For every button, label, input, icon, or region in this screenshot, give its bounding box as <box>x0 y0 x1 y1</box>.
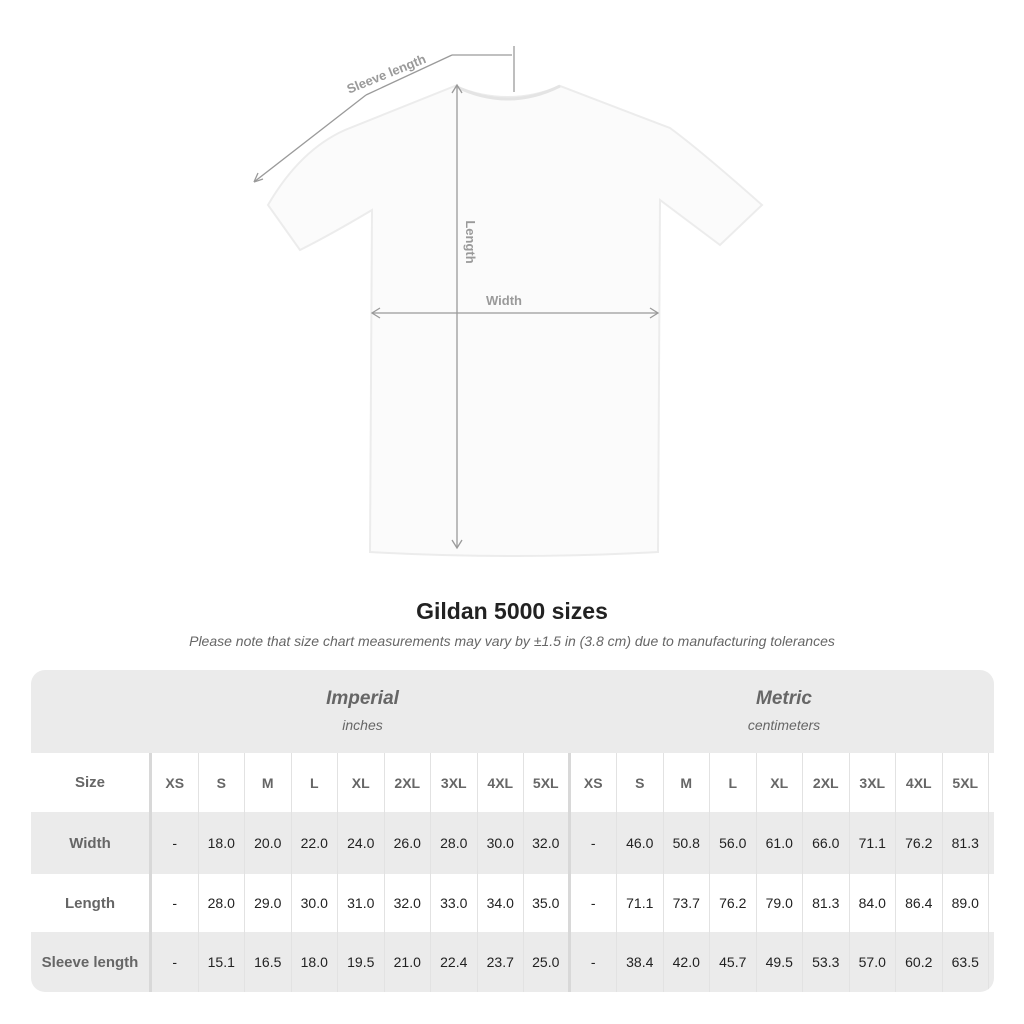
imperial-value-cell: 30.0 <box>478 812 524 874</box>
metric-value-cell: 89.0 <box>943 874 989 932</box>
imperial-value-cell: 16.5 <box>245 932 292 992</box>
imperial-heading: Imperial <box>326 688 399 709</box>
imperial-value-cell: 22.0 <box>292 812 338 874</box>
imperial-value-cell: 31.0 <box>338 874 385 932</box>
metric-value-cell: 63.5 <box>943 932 989 992</box>
table-row: Length -28.0 29.0 30.0 31.0 32.0 33.0 34.0 35.0-… <box>31 874 994 932</box>
size-header-metric: 5XL <box>943 753 989 812</box>
size-header-imperial: S <box>199 753 245 812</box>
tshirt-diagram: Sleeve length Length Width <box>253 46 764 557</box>
size-header-metric: 3XL <box>850 753 896 812</box>
size-header-metric: S <box>617 753 664 812</box>
metric-value-cell: 66.0 <box>803 812 850 874</box>
metric-value-cell: 49.5 <box>757 932 803 992</box>
metric-value-cell: 86.4 <box>896 874 943 932</box>
imperial-value-cell: 19.5 <box>338 932 385 992</box>
metric-value-cell: 81.3 <box>803 874 850 932</box>
imperial-value-cell: - <box>152 812 199 874</box>
size-header-metric: L <box>710 753 757 812</box>
metric-value-cell: 81.3 <box>943 812 989 874</box>
row-label: Sleeve length <box>31 932 152 992</box>
imperial-value-cell: 18.0 <box>292 932 338 992</box>
imperial-value-cell: 20.0 <box>245 812 292 874</box>
metric-group-header: Metric centimeters <box>574 688 994 733</box>
page-title: Gildan 5000 sizes <box>416 598 608 624</box>
metric-value-cell: - <box>571 812 617 874</box>
size-header-label: Size <box>31 753 152 812</box>
imperial-value-cell: 32.0 <box>524 812 571 874</box>
metric-value-cell: 53.3 <box>803 932 850 992</box>
imperial-value-cell: 32.0 <box>385 874 431 932</box>
size-header-imperial: 5XL <box>524 753 571 812</box>
sleeve-length-label: Sleeve length <box>345 51 428 96</box>
imperial-value-cell: 29.0 <box>245 874 292 932</box>
metric-value-cell: 38.4 <box>617 932 664 992</box>
metric-value-cell: - <box>571 874 617 932</box>
metric-value-cell: - <box>571 932 617 992</box>
metric-value-cell: 46.0 <box>617 812 664 874</box>
size-header-metric: 2XL <box>803 753 850 812</box>
imperial-unit: inches <box>342 717 383 733</box>
metric-value-cell: 60.2 <box>896 932 943 992</box>
metric-value-cell: 50.8 <box>664 812 710 874</box>
size-header-imperial: M <box>245 753 292 812</box>
size-header-metric: XL <box>757 753 803 812</box>
row-label: Width <box>31 812 152 874</box>
sleeve-measure-line <box>253 94 367 183</box>
width-label: Width <box>486 293 522 308</box>
length-label: Length <box>463 220 478 263</box>
metric-value-cell: 45.7 <box>710 932 757 992</box>
size-header-imperial: 2XL <box>385 753 431 812</box>
size-header-metric: XS <box>571 753 617 812</box>
size-header-imperial: XL <box>338 753 385 812</box>
imperial-value-cell: 28.0 <box>431 812 478 874</box>
metric-value-cell: 71.1 <box>850 812 896 874</box>
size-header-imperial: L <box>292 753 338 812</box>
imperial-value-cell: 33.0 <box>431 874 478 932</box>
table-row: Width -18.0 20.0 22.0 24.0 26.0 28.0 30.0 32.0-4… <box>31 812 994 874</box>
imperial-value-cell: 23.7 <box>478 932 524 992</box>
imperial-value-cell: 35.0 <box>524 874 571 932</box>
imperial-value-cell: 30.0 <box>292 874 338 932</box>
imperial-value-cell: 22.4 <box>431 932 478 992</box>
metric-unit: centimeters <box>747 717 821 733</box>
size-header-imperial: XS <box>152 753 199 812</box>
tolerance-note: Please note that size chart measurements… <box>189 633 835 649</box>
metric-value-cell: 76.2 <box>710 874 757 932</box>
metric-value-cell: 61.0 <box>757 812 803 874</box>
size-header-row: Size XS S M L XL 2XL 3XL 4XL 5XL XS S M L XL 2XL 3XL 4XL 5… <box>31 753 994 812</box>
size-header-imperial: 3XL <box>431 753 478 812</box>
imperial-value-cell: 15.1 <box>199 932 245 992</box>
metric-value-cell: 73.7 <box>664 874 710 932</box>
imperial-value-cell: - <box>152 874 199 932</box>
table-row: Sleeve length -15.1 16.5 18.0 19.5 21.0 22.4 23… <box>31 932 994 992</box>
imperial-group-header: Imperial inches <box>153 688 572 733</box>
metric-value-cell: 57.0 <box>850 932 896 992</box>
size-header-imperial: 4XL <box>478 753 524 812</box>
imperial-value-cell: 26.0 <box>385 812 431 874</box>
size-header-metric: M <box>664 753 710 812</box>
imperial-value-cell: 34.0 <box>478 874 524 932</box>
metric-value-cell: 56.0 <box>710 812 757 874</box>
size-table: Imperial inches Metric centimeters Size X… <box>31 670 994 992</box>
imperial-value-cell: 18.0 <box>199 812 245 874</box>
metric-heading: Metric <box>756 688 812 709</box>
metric-value-cell: 76.2 <box>896 812 943 874</box>
metric-value-cell: 84.0 <box>850 874 896 932</box>
metric-value-cell: 42.0 <box>664 932 710 992</box>
imperial-value-cell: 28.0 <box>199 874 245 932</box>
imperial-value-cell: - <box>152 932 199 992</box>
imperial-value-cell: 24.0 <box>338 812 385 874</box>
tshirt-illustration <box>266 84 764 557</box>
imperial-value-cell: 21.0 <box>385 932 431 992</box>
size-header-metric: 4XL <box>896 753 943 812</box>
metric-value-cell: 79.0 <box>757 874 803 932</box>
imperial-value-cell: 25.0 <box>524 932 571 992</box>
row-label: Length <box>31 874 152 932</box>
metric-value-cell: 71.1 <box>617 874 664 932</box>
